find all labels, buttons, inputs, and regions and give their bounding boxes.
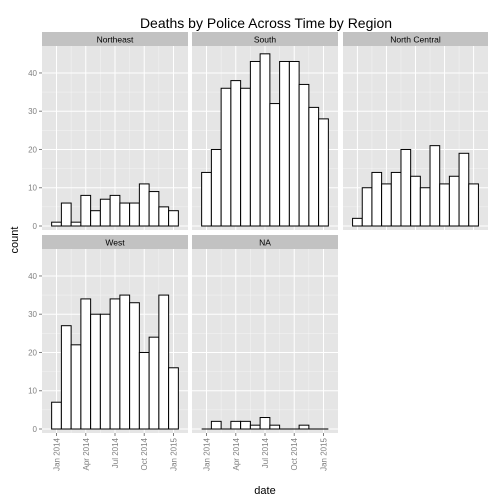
histogram-bar <box>269 424 281 430</box>
y-tick-label: 0 <box>33 425 38 434</box>
facet-panel-na: NA Jan 2014 Apr 2014 Jul 2014 Oct 2014 Jan 20… <box>192 235 338 471</box>
histogram-bar <box>90 210 101 227</box>
facet-strip <box>192 235 338 249</box>
facet-strip-label: West <box>105 238 125 248</box>
histogram-bar <box>168 367 179 430</box>
facet-strip <box>192 32 338 46</box>
facet-strip-label: South <box>254 35 276 45</box>
y-tick-label: 40 <box>28 272 37 281</box>
chart-title: Deaths by Police Across Time by Region <box>140 15 392 31</box>
y-tick-label: 20 <box>28 145 37 154</box>
x-tick-label: Jan 2015 <box>319 437 328 470</box>
histogram-bar <box>129 202 140 227</box>
histogram-bar <box>439 183 450 227</box>
histogram-bar <box>249 424 261 430</box>
histogram-bar <box>259 53 271 227</box>
facet-strip-label: North Central <box>390 35 441 45</box>
histogram-bar <box>148 191 160 227</box>
histogram-bar <box>138 351 150 430</box>
histogram-bar <box>381 183 392 227</box>
histogram-bar <box>109 194 121 227</box>
histogram-bar <box>259 417 271 430</box>
histogram-bar <box>99 198 111 227</box>
histogram-bar <box>288 60 300 227</box>
histogram-bar <box>269 103 281 227</box>
histogram-bar <box>158 206 170 227</box>
histogram-bar <box>70 221 82 227</box>
y-tick-label: 10 <box>28 184 37 193</box>
histogram-bar <box>298 83 310 227</box>
histogram-bar <box>70 344 82 430</box>
histogram-bar <box>298 424 310 430</box>
histogram-bar <box>138 183 150 227</box>
histogram-bar <box>410 175 421 227</box>
histogram-bar <box>210 420 222 430</box>
histogram-bar <box>220 87 232 227</box>
facet-panel-northeast: Northeast 0 10 20 30 40 <box>28 32 188 231</box>
histogram-bar <box>361 187 373 227</box>
histogram-bar <box>90 313 101 430</box>
y-tick-label: 30 <box>28 310 37 319</box>
facet-strip <box>42 32 188 46</box>
x-tick-label: Jul 2014 <box>111 437 120 468</box>
histogram-bar <box>390 171 402 227</box>
histogram-bar <box>352 217 363 227</box>
facet-panel-west: West 0 10 20 30 40 Jan 2014 Apr 2014 Jul 2014 Oct… <box>28 235 188 471</box>
facet-strip <box>42 235 188 249</box>
histogram-bar <box>60 325 72 430</box>
histogram-bar <box>400 148 412 227</box>
facet-strip-label: Northeast <box>97 35 134 45</box>
histogram-bar <box>109 298 121 430</box>
x-tick-label: Oct 2014 <box>140 437 149 470</box>
x-tick-label: Jul 2014 <box>261 437 270 468</box>
x-tick-label: Jan 2015 <box>169 437 178 470</box>
histogram-bar <box>80 298 92 430</box>
y-tick-label: 30 <box>28 107 37 116</box>
facet-panel-north-central: North Central <box>343 32 488 230</box>
y-tick-label: 40 <box>28 69 37 78</box>
histogram-bar <box>230 80 242 227</box>
histogram-bar <box>448 175 460 227</box>
histogram-bar <box>429 145 441 227</box>
histogram-bar <box>60 202 72 227</box>
histogram-bar <box>119 202 131 227</box>
histogram-bar <box>129 302 140 430</box>
histogram-bar <box>468 183 479 227</box>
x-tick-label: Apr 2014 <box>232 437 241 470</box>
histogram-bar <box>230 420 242 430</box>
histogram-bar <box>210 148 222 227</box>
y-axis-title: count <box>9 227 21 254</box>
histogram-bar <box>99 313 111 430</box>
histogram-bar <box>458 152 470 227</box>
histogram-bar <box>371 171 383 227</box>
x-tick-label: Jan 2014 <box>203 437 212 470</box>
histogram-bar <box>158 294 170 430</box>
x-tick-label: Oct 2014 <box>290 437 299 470</box>
histogram-bar <box>119 294 131 430</box>
histogram-bar <box>308 106 320 227</box>
histogram-bar <box>279 60 290 227</box>
histogram-bar <box>148 336 160 430</box>
facet-panel-south: South <box>192 32 338 230</box>
x-tick-label: Apr 2014 <box>82 437 91 470</box>
histogram-bar <box>419 187 431 227</box>
histogram-bar <box>51 221 62 227</box>
histogram-bar <box>80 194 92 227</box>
histogram-bar <box>318 118 329 227</box>
y-tick-label: 0 <box>33 222 38 231</box>
histogram-bar <box>168 210 179 227</box>
y-tick-label: 10 <box>28 387 37 396</box>
y-tick-label: 20 <box>28 348 37 357</box>
facet-strip <box>343 32 488 46</box>
x-axis-title: date <box>254 485 275 497</box>
histogram-bar <box>249 60 261 227</box>
x-tick-label: Jan 2014 <box>53 437 62 470</box>
histogram-bar <box>201 171 212 227</box>
histogram-bar <box>51 401 62 430</box>
histogram-bar <box>240 87 251 227</box>
histogram-bar <box>240 420 251 430</box>
facet-strip-label: NA <box>259 238 271 248</box>
